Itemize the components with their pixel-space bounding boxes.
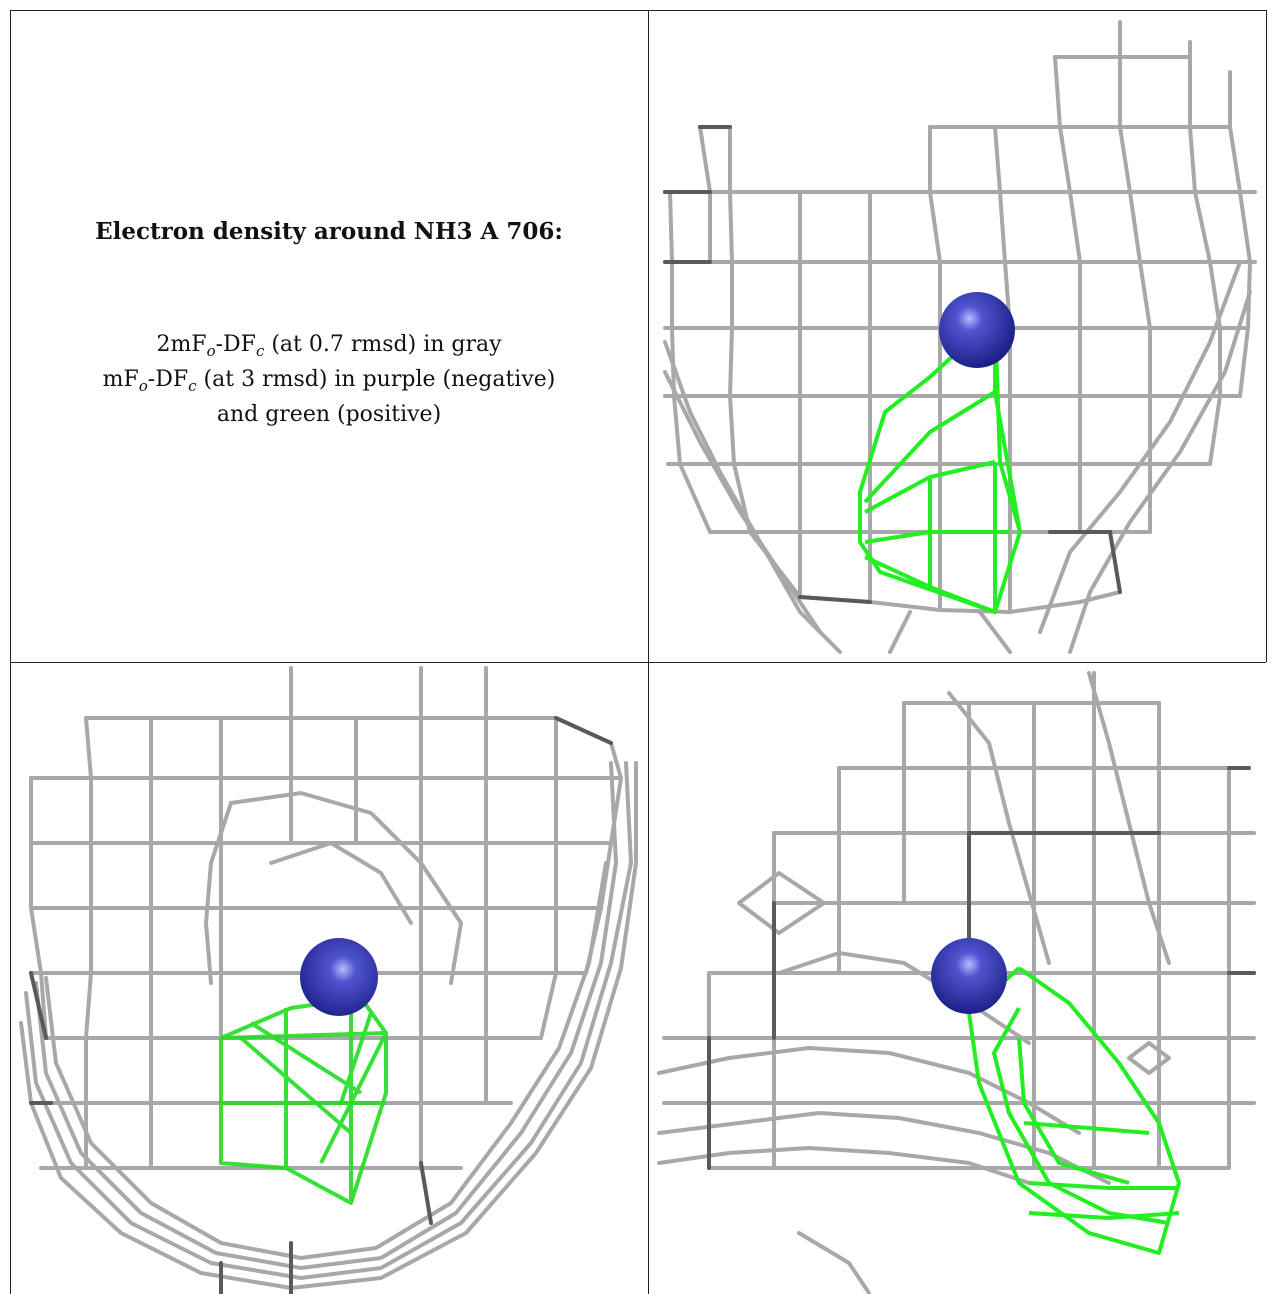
mesh-line [269,841,413,925]
mesh-line [24,761,633,1280]
caption-title: Electron density around NH3 A 706: [95,218,563,245]
density-view-2 [11,663,648,1294]
mesh-line [1188,40,1222,466]
green-mesh-line [319,1032,388,1164]
caption-line-1-mid: -DF [215,332,256,357]
mesh-line [928,125,942,612]
caption-line-2-suffix: (at 3 rmsd) in purple (negative) [196,367,556,392]
caption-line-1-suffix: (at 0.7 rmsd) in gray [264,332,502,357]
table-border-left [10,10,11,1294]
gray-mesh [657,671,1256,1294]
mesh-line [34,761,618,1270]
dark-mesh [29,716,613,1294]
mesh-line [888,610,912,654]
nitrogen-atom-sphere [300,938,378,1016]
caption-line-2-prefix: mF [102,367,139,392]
caption-line-1-sub-c: c [255,342,265,360]
mesh-line [657,1111,1111,1185]
green-mesh-line [239,1036,353,1203]
mesh-line [728,190,802,599]
mesh-line [978,610,1012,654]
nitrogen-atom-sphere [931,938,1007,1014]
mesh-line [204,801,233,985]
gray-mesh [663,20,1257,654]
density-view-3-canvas [657,671,1256,1294]
mesh-line [797,1231,871,1294]
caption-description: 2mFo-DFc (at 0.7 rmsd) in gray mFo-DFc (… [10,328,648,432]
mesh-line [737,871,826,935]
green-mesh-line [1017,1037,1130,1185]
caption-line-1-sub-o: o [206,342,216,360]
mesh-line [1087,671,1171,965]
green-mesh [967,966,1181,1255]
green-mesh-line [1028,1211,1180,1220]
mesh-line [29,776,48,1040]
mesh-line [1053,55,1082,534]
mesh-line [663,370,822,634]
density-view-2-canvas [19,666,638,1294]
caption-line-2-sub-c: c [188,377,197,395]
mesh-line [1228,70,1252,398]
mesh-line [84,716,93,1170]
mesh-line [798,595,872,604]
mesh-line [777,951,1031,1045]
green-mesh-line [249,1021,363,1095]
caption-line-3: and green (positive) [216,402,442,427]
green-mesh-line [220,1031,387,1040]
table-border-top [10,10,1266,11]
mesh-line [229,791,463,985]
mesh-line [698,125,712,264]
mesh-line [44,861,608,1260]
nitrogen-atom-sphere [939,292,1015,368]
table-border-middle [648,10,649,1294]
table-border-row [10,662,1266,663]
mesh-line [993,125,1012,614]
caption-line-1-prefix: 2mF [156,332,207,357]
caption-cell: Electron density around NH3 A 706: 2mFo-… [10,10,648,662]
mesh-line [419,1161,433,1225]
dark-mesh [663,125,1122,604]
gray-mesh [19,666,638,1290]
green-mesh-line [967,966,1181,1255]
table-border-right [1266,10,1267,662]
mesh-line [1127,1041,1171,1075]
mesh-line [19,761,638,1290]
mesh-line [657,1046,1081,1135]
mesh-line [668,190,712,534]
mesh-line [554,716,613,745]
density-view-1 [650,12,1266,662]
green-mesh-line [219,996,388,1205]
mesh-line [1048,530,1122,594]
caption-line-2: mFo-DFc (at 3 rmsd) in purple (negative) [10,363,648,398]
mesh-line [1038,260,1242,634]
density-view-3 [649,663,1276,1294]
mesh-line [947,691,1051,965]
caption-line-2-mid: -DF [147,367,189,392]
green-mesh-line [863,390,997,504]
mesh-line [663,340,842,654]
mesh-line [1068,290,1252,654]
density-view-1-canvas [663,20,1257,654]
green-mesh-line [858,315,1022,614]
caption-line-2-sub-o: o [138,377,148,395]
mesh-line [539,716,558,1040]
green-mesh [219,996,388,1205]
mesh-line [29,971,48,1040]
mesh-line [657,1146,1031,1185]
green-mesh-line [339,1012,373,1104]
green-mesh-line [1028,1181,1179,1190]
green-mesh-line [1023,1121,1150,1135]
green-mesh-line [992,1007,1170,1225]
caption-line-1: 2mFo-DFc (at 0.7 rmsd) in gray [10,328,648,363]
